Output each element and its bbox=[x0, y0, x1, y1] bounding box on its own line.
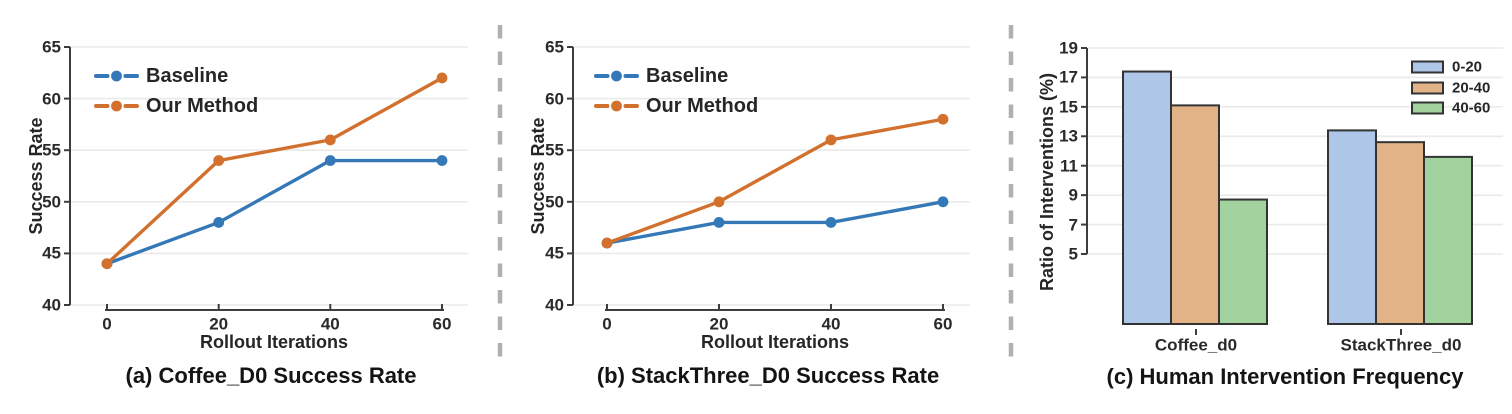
panel-c-y-tick-label-9: 9 bbox=[1068, 185, 1078, 205]
panel-c-y-tick-label-11: 11 bbox=[1060, 156, 1078, 176]
panel-c-bar-stackthree-d0-40-60 bbox=[1423, 155, 1473, 325]
panel-b-legend-label-our-method: Our Method bbox=[646, 95, 759, 117]
panel-a-marker-our-method-x0 bbox=[101, 258, 113, 270]
panel-a-ylabel: Success Rate bbox=[26, 117, 46, 235]
panel-b-x-tick-label-60: 60 bbox=[933, 314, 953, 334]
panel-b-title: (b) StackThree_D0 Success Rate bbox=[596, 363, 940, 388]
panel-a-xlabel: Rollout Iterations bbox=[200, 332, 348, 352]
panel-c-legend-label-0-20: 0-20 bbox=[1452, 58, 1483, 76]
panel-c-bar-coffee-d0-0-20 bbox=[1122, 70, 1172, 325]
panel-b-marker-our-method-x0 bbox=[601, 237, 613, 249]
panel-a-x-tick-label-20: 20 bbox=[209, 314, 229, 334]
panel-b-y-tick-label-65: 65 bbox=[545, 37, 564, 57]
panel-b-legend-marker-our-method bbox=[611, 100, 622, 112]
panel-c-legend-swatch-40-60 bbox=[1411, 101, 1444, 115]
panel-b-legend-label-baseline: Baseline bbox=[646, 65, 729, 87]
panel-b-marker-baseline-x60 bbox=[937, 196, 949, 208]
panel-b-marker-baseline-x20 bbox=[713, 217, 725, 228]
panel-a-y-tick-label-55: 55 bbox=[42, 140, 61, 160]
panel-a-marker-our-method-x40 bbox=[324, 134, 336, 146]
panel-c-y-tick-label-15: 15 bbox=[1059, 97, 1078, 117]
panel-a-marker-baseline-x20 bbox=[213, 217, 225, 228]
panel-a-title: (a) Coffee_D0 Success Rate bbox=[125, 363, 417, 388]
panel-c-bar-coffee-d0-40-60 bbox=[1218, 198, 1268, 325]
panel-b-y-tick-label-40: 40 bbox=[545, 295, 564, 315]
panel-c-bar-coffee-d0-20-40 bbox=[1170, 104, 1220, 325]
panel-b-y-tick-label-45: 45 bbox=[545, 243, 564, 263]
panel-b-series-line-our-method bbox=[605, 117, 945, 245]
panel-b-x-tick-label-20: 20 bbox=[709, 314, 729, 334]
panel-c-y-tick-label-19: 19 bbox=[1059, 38, 1078, 58]
panel-a-y-tick-label-50: 50 bbox=[42, 192, 61, 212]
panel-a-marker-our-method-x60 bbox=[436, 72, 448, 84]
panel-a-legend-marker-our-method bbox=[111, 100, 122, 112]
panel-c-title: (c) Human Intervention Frequency bbox=[1106, 364, 1464, 389]
panel-b-x-tick-label-40: 40 bbox=[821, 314, 841, 334]
panel-a-legend-label-baseline: Baseline bbox=[146, 65, 229, 87]
panel-b-legend-marker-baseline bbox=[611, 70, 622, 82]
panel-b-xlabel: Rollout Iterations bbox=[701, 332, 849, 352]
panel-a-series-line-baseline bbox=[105, 158, 444, 266]
panel-a-series-line-our-method bbox=[105, 76, 444, 266]
panel-a-marker-our-method-x20 bbox=[213, 155, 225, 166]
panel-a-y-tick-label-65: 65 bbox=[42, 37, 61, 57]
panel-c-ylabel: Ratio of Interventions (%) bbox=[1037, 72, 1057, 292]
panel-b-marker-our-method-x20 bbox=[713, 196, 725, 208]
panel-b-marker-baseline-x40 bbox=[825, 217, 837, 228]
panel-a-legend-label-our-method: Our Method bbox=[146, 95, 259, 117]
panel-b-y-tick-label-60: 60 bbox=[545, 89, 564, 109]
panel-a-x-tick-label-40: 40 bbox=[320, 314, 340, 334]
panel-c-y-tick-label-13: 13 bbox=[1059, 126, 1078, 146]
panel-a-y-tick-label-45: 45 bbox=[42, 243, 61, 263]
panel-c-bar-stackthree-d0-20-40 bbox=[1375, 141, 1425, 325]
panel-c-category-label-coffee-d0: Coffee_d0 bbox=[1154, 335, 1238, 355]
panel-a-y-tick-label-40: 40 bbox=[42, 295, 61, 315]
panel-a-x-tick-label-0: 0 bbox=[102, 314, 112, 334]
panel-c-bar-stackthree-d0-0-20 bbox=[1327, 129, 1377, 325]
panel-a-marker-baseline-x40 bbox=[324, 155, 336, 166]
panel-c-legend-swatch-20-40 bbox=[1411, 81, 1444, 95]
panel-c-y-tick-label-5: 5 bbox=[1068, 244, 1078, 264]
panel-c-y-tick-label-17: 17 bbox=[1059, 67, 1078, 87]
panel-a-x-tick-label-60: 60 bbox=[432, 314, 452, 334]
panel-b-marker-our-method-x60 bbox=[937, 113, 949, 125]
panel-b-x-tick-label-0: 0 bbox=[602, 314, 612, 334]
panel-a-marker-baseline-x60 bbox=[436, 155, 448, 166]
panel-c-legend-swatch-0-20 bbox=[1411, 60, 1444, 74]
panel-c-legend-label-40-60: 40-60 bbox=[1452, 99, 1491, 117]
panel-c-legend-label-20-40: 20-40 bbox=[1452, 79, 1491, 97]
panel-c-category-label-stackthree-d0: StackThree_d0 bbox=[1340, 335, 1462, 355]
panel-b-y-tick-label-50: 50 bbox=[545, 192, 564, 212]
panel-c-y-tick-label-7: 7 bbox=[1068, 215, 1078, 235]
panel-b-series-line-baseline bbox=[605, 200, 945, 245]
panel-b-y-tick-label-55: 55 bbox=[545, 140, 564, 160]
panel-b-marker-our-method-x40 bbox=[825, 134, 837, 146]
panel-b-ylabel: Success Rate bbox=[528, 117, 548, 235]
panel-a-legend-marker-baseline bbox=[111, 70, 122, 82]
panel-a-y-tick-label-60: 60 bbox=[42, 89, 61, 109]
